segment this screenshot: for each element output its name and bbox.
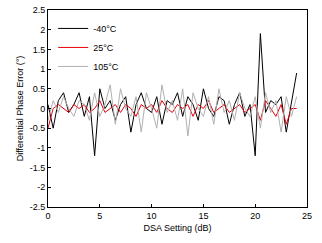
svg-text:105°C: 105°C: [93, 62, 119, 72]
svg-text:10: 10: [147, 211, 157, 221]
svg-text:DSA Setting (dB): DSA Setting (dB): [143, 223, 211, 233]
svg-text:-1: -1: [37, 143, 45, 153]
svg-text:-0.5: -0.5: [30, 123, 46, 133]
svg-text:20: 20: [250, 211, 260, 221]
svg-text:25°C: 25°C: [93, 43, 114, 53]
svg-text:-2.5: -2.5: [30, 202, 46, 212]
svg-text:2.5: 2.5: [33, 5, 46, 15]
svg-text:1: 1: [40, 64, 45, 74]
svg-text:-2: -2: [37, 182, 45, 192]
svg-text:5: 5: [97, 211, 102, 221]
svg-text:0: 0: [45, 211, 50, 221]
svg-text:-1.5: -1.5: [30, 163, 46, 173]
svg-text:25: 25: [302, 211, 312, 221]
svg-text:2: 2: [40, 25, 45, 35]
svg-text:1.5: 1.5: [33, 45, 46, 55]
svg-text:0.5: 0.5: [33, 84, 46, 94]
svg-text:15: 15: [198, 211, 208, 221]
svg-text:Differential Phase Error (°): Differential Phase Error (°): [15, 56, 25, 161]
svg-text:0: 0: [40, 104, 45, 114]
svg-text:-40°C: -40°C: [93, 24, 117, 34]
